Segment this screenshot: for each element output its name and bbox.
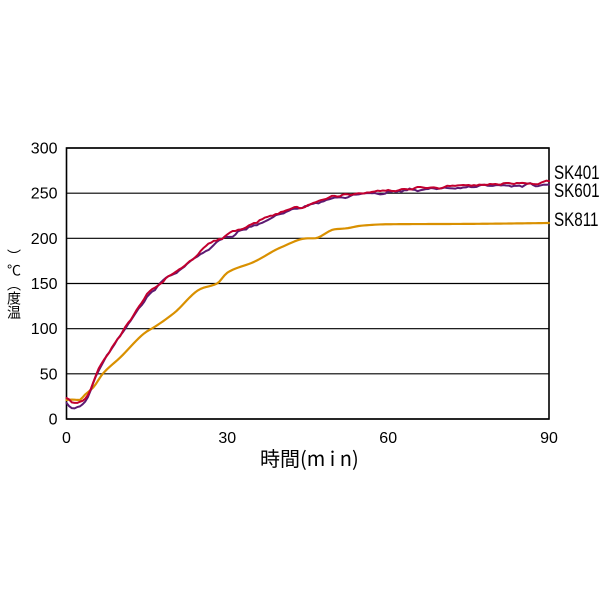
svg-text:100: 100 (31, 321, 58, 338)
svg-text:90: 90 (540, 430, 558, 447)
svg-text:0: 0 (49, 412, 58, 429)
svg-text:50: 50 (40, 366, 58, 383)
svg-text:30: 30 (218, 430, 236, 447)
svg-text:0: 0 (62, 430, 71, 447)
svg-text:150: 150 (31, 276, 58, 293)
svg-text:250: 250 (31, 186, 58, 203)
svg-text:200: 200 (31, 231, 58, 248)
svg-text:300: 300 (31, 141, 58, 158)
svg-text:60: 60 (379, 430, 397, 447)
